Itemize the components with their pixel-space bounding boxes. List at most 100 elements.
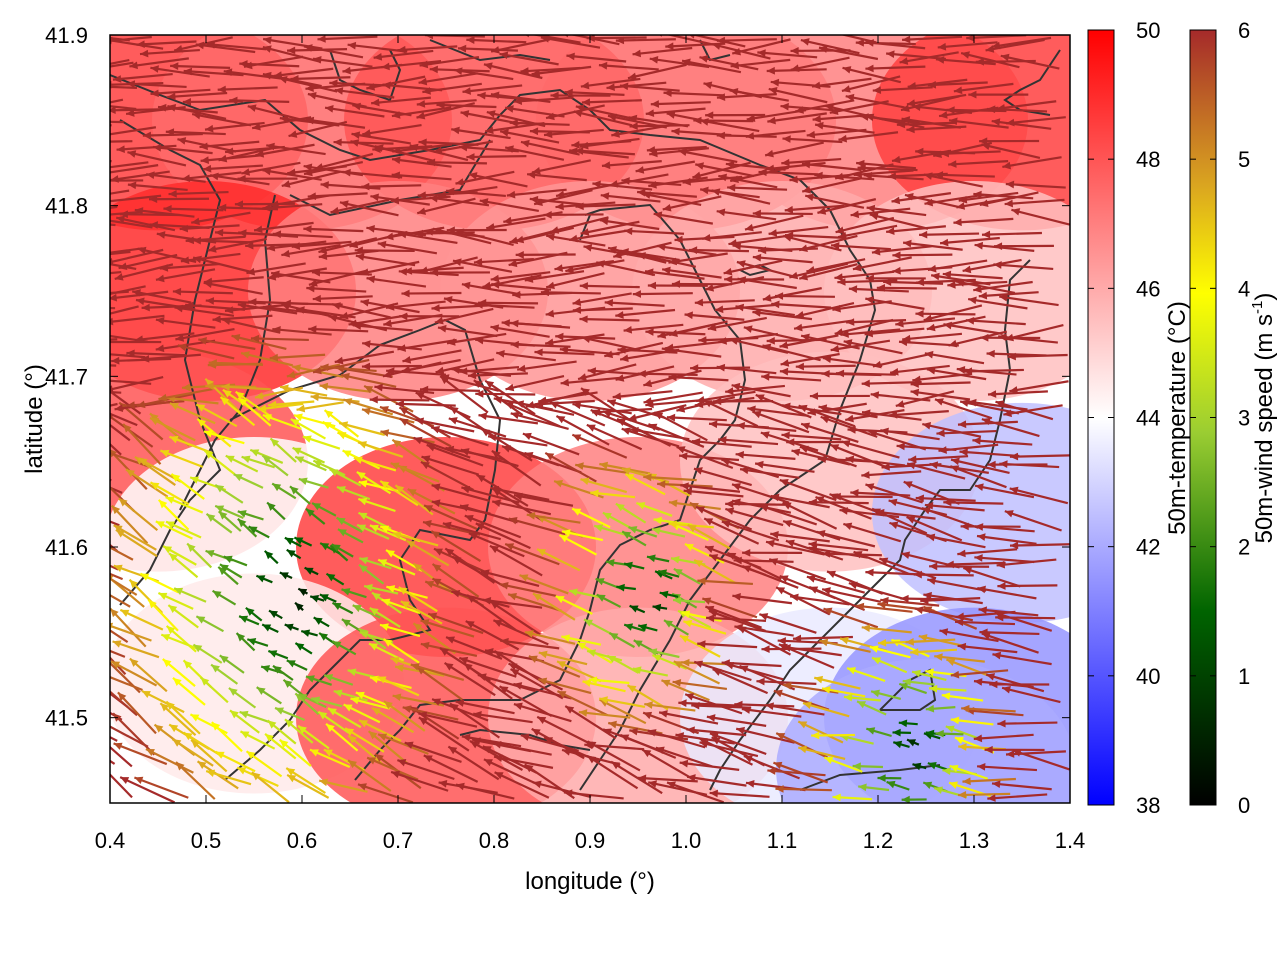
wind-vector xyxy=(192,255,252,274)
wind-vector xyxy=(735,726,795,744)
wind-vector xyxy=(934,171,995,179)
wind-vector xyxy=(110,61,134,68)
wind-vector xyxy=(110,546,134,561)
wind-vector xyxy=(821,587,882,603)
wind-vector xyxy=(392,531,439,547)
wind-vector xyxy=(922,422,982,438)
wind-vector xyxy=(725,507,784,527)
wind-vector xyxy=(215,750,256,773)
wind-vector xyxy=(110,340,162,344)
wind-vector xyxy=(302,435,341,450)
wind-vector xyxy=(606,654,640,674)
wind-vector xyxy=(707,316,767,332)
wind-vector xyxy=(361,182,422,191)
wind-vector xyxy=(229,96,290,105)
wind-vector xyxy=(382,638,420,664)
wind-vector xyxy=(207,237,267,253)
wind-vector xyxy=(333,138,394,147)
wind-vector xyxy=(247,104,307,122)
wind-vector xyxy=(741,706,802,718)
wind-vector xyxy=(736,422,797,432)
wind-vector xyxy=(838,131,899,143)
wind-vector xyxy=(294,642,313,655)
wind-vector xyxy=(974,554,1035,564)
wind-vector xyxy=(170,473,205,500)
wind-vector xyxy=(544,451,597,483)
wind-vector xyxy=(126,349,187,358)
wind-vector xyxy=(110,773,133,799)
wind-vector xyxy=(284,623,299,631)
wind-vector xyxy=(110,35,152,42)
x-tick-label: 1.2 xyxy=(863,828,894,853)
wind-vector xyxy=(906,738,920,747)
wind-vector xyxy=(145,747,194,774)
wind-vector xyxy=(423,754,479,783)
wind-vector xyxy=(632,290,693,298)
wind-vector xyxy=(798,745,846,760)
wind-vector xyxy=(686,726,747,737)
wind-vector xyxy=(645,107,706,117)
wind-vector xyxy=(204,121,265,133)
wind-vector xyxy=(262,45,322,63)
wind-vector xyxy=(447,745,500,781)
wind-vector xyxy=(579,315,640,324)
wind-vector xyxy=(781,157,842,167)
wind-vector xyxy=(637,774,698,783)
wind-vector xyxy=(127,181,188,192)
wind-vector xyxy=(578,709,631,719)
wind-vector xyxy=(112,640,160,659)
wind-vector xyxy=(165,128,226,136)
wind-vector xyxy=(318,778,368,793)
wind-vector xyxy=(762,343,821,362)
wind-vector xyxy=(356,523,390,540)
wind-vector xyxy=(835,369,896,378)
wind-vector xyxy=(616,583,636,592)
wind-vector xyxy=(774,292,835,300)
wind-vector xyxy=(325,572,345,586)
wind-vector xyxy=(513,96,574,105)
wind-vectors xyxy=(110,35,1070,803)
wind-vector xyxy=(846,318,907,326)
wind-vector xyxy=(575,462,629,475)
wind-vector xyxy=(269,437,297,463)
wind-vector xyxy=(683,619,727,635)
wind-vector xyxy=(110,247,143,254)
wind-vector xyxy=(513,492,574,507)
wind-vector xyxy=(619,82,680,92)
wind-vector xyxy=(962,566,1021,588)
wind-vector xyxy=(880,427,940,441)
wind-vector xyxy=(430,530,482,562)
wind-vector xyxy=(550,91,611,100)
wind-vector xyxy=(110,660,158,687)
wind-vector xyxy=(992,651,1052,666)
wind-vector xyxy=(582,679,626,693)
wind-vector xyxy=(357,441,404,458)
wind-vector xyxy=(601,160,662,170)
wind-vector xyxy=(907,78,968,90)
wind-vector xyxy=(336,516,363,533)
colorbar-tick-label: 3 xyxy=(1238,406,1250,431)
wind-vector xyxy=(160,449,204,468)
wind-vector xyxy=(962,258,1022,274)
wind-vector xyxy=(312,459,346,477)
wind-vector xyxy=(305,116,366,129)
wind-vector xyxy=(768,225,829,237)
wind-vector xyxy=(663,619,689,636)
wind-vector xyxy=(478,412,539,425)
wind-vector xyxy=(981,230,1042,239)
wind-vector xyxy=(422,82,482,95)
wind-vector xyxy=(967,296,1028,310)
y-tick-label: 41.5 xyxy=(45,706,88,731)
wind-vector xyxy=(235,390,273,419)
wind-vector xyxy=(499,685,553,718)
wind-vector xyxy=(110,656,127,676)
x-axis-label: longitude (°) xyxy=(525,868,655,895)
wind-vector xyxy=(520,139,580,156)
wind-vector xyxy=(434,307,494,325)
wind-vector xyxy=(298,477,329,489)
wind-vector xyxy=(927,80,988,89)
wind-vector xyxy=(848,285,909,293)
wind-vector xyxy=(334,87,395,99)
wind-vector xyxy=(915,494,976,503)
wind-vector xyxy=(898,719,918,728)
